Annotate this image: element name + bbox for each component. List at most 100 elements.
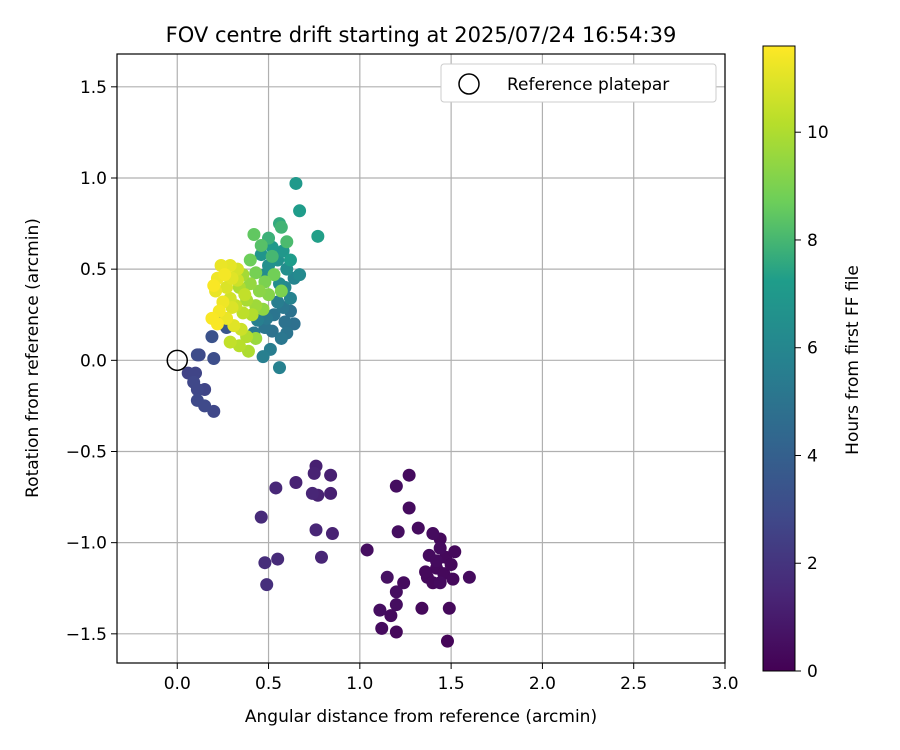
scatter-point — [389, 598, 403, 612]
colorbar-gradient — [762, 45, 796, 672]
scatter-point — [260, 578, 274, 592]
scatter-point — [430, 554, 444, 568]
scatter-point — [433, 576, 447, 590]
scatter-point — [289, 176, 303, 190]
scatter-point — [426, 527, 440, 541]
y-axis-label: Rotation from reference (arcmin) — [23, 218, 43, 498]
reference-platepar-marker — [166, 349, 189, 372]
scatter-point — [325, 527, 339, 541]
scatter-point — [389, 625, 403, 639]
x-axis-ticks: 0.0 0.5 1.0 1.5 2.0 2.5 3.0 — [164, 663, 739, 694]
scatter-point — [280, 235, 294, 249]
scatter-point — [190, 382, 204, 396]
scatter-point — [444, 558, 458, 572]
x-tick-label: 0.0 — [164, 674, 191, 694]
colorbar-label: Hours from first FF file — [843, 265, 863, 455]
scatter-point — [198, 399, 212, 413]
y-tick-label: 0.0 — [80, 351, 107, 371]
scatter-point — [254, 248, 268, 262]
colorbar-tick-label: 4 — [807, 446, 818, 466]
scatter-point — [274, 331, 288, 345]
scatter-point — [278, 315, 292, 329]
scatter-point — [373, 603, 387, 617]
scatter-point — [391, 525, 405, 539]
scatter-point — [324, 468, 338, 482]
scatter-point — [380, 570, 394, 584]
x-tick-label: 2.0 — [529, 674, 556, 694]
scatter-point — [415, 601, 429, 615]
scatter-point — [314, 550, 328, 564]
scatter-point — [442, 601, 456, 615]
colorbar: 0 2 4 6 8 10 Hours from first FF file — [762, 45, 863, 682]
plot-frame — [116, 53, 726, 664]
y-tick-label: 1.5 — [80, 78, 107, 98]
scatter-point — [258, 556, 272, 570]
scatter-point — [271, 552, 285, 566]
scatter-point — [375, 621, 389, 635]
scatter-point — [243, 253, 257, 267]
y-axis-ticks: −1.5 −1.0 −0.5 0.0 0.5 1.0 1.5 — [66, 78, 117, 645]
scatter-point — [252, 284, 266, 298]
colorbar-tick-label: 10 — [807, 123, 829, 143]
scatter-point — [433, 541, 447, 555]
scatter-point — [265, 249, 279, 263]
colorbar-ticks: 0 2 4 6 8 10 — [795, 123, 829, 682]
scatter-point — [402, 501, 416, 515]
scatter-point — [462, 570, 476, 584]
y-tick-label: −1.0 — [66, 534, 107, 554]
scatter-point — [397, 576, 411, 590]
colorbar-tick-label: 6 — [807, 339, 818, 359]
scatter-point — [274, 220, 288, 234]
legend-marker — [458, 73, 480, 95]
scatter-point — [440, 634, 454, 648]
scatter-point — [269, 481, 283, 495]
x-tick-label: 1.5 — [438, 674, 465, 694]
scatter-point — [210, 317, 224, 331]
scatter-point — [254, 510, 268, 524]
grid-lines — [117, 54, 726, 663]
scatter-point — [389, 585, 403, 599]
y-tick-label: 0.5 — [80, 260, 107, 280]
scatter-point — [283, 253, 297, 267]
scatter-point — [271, 295, 285, 309]
scatter-point — [389, 479, 403, 493]
scatter-point — [207, 279, 221, 293]
scatter-point — [207, 352, 221, 365]
scatter-point — [384, 609, 398, 623]
scatter-point — [324, 486, 338, 500]
scatter-point — [190, 348, 204, 362]
scatter-point — [293, 204, 307, 218]
scatter-point — [243, 277, 257, 291]
scatter-point — [411, 521, 425, 535]
chart-title: FOV centre drift starting at 2025/07/24 … — [166, 23, 677, 47]
colorbar-tick-label: 8 — [807, 231, 818, 251]
scatter-point — [247, 228, 261, 242]
scatter-point — [205, 330, 219, 344]
scatter-point — [218, 268, 232, 282]
scatter-point — [402, 468, 416, 482]
x-tick-label: 1.0 — [346, 674, 373, 694]
scatter-point — [448, 545, 462, 559]
scatter-point — [305, 486, 319, 500]
x-axis-label: Angular distance from reference (arcmin) — [245, 707, 597, 727]
colorbar-tick-label: 2 — [807, 554, 818, 574]
scatter-point — [283, 291, 297, 305]
x-tick-label: 0.5 — [255, 674, 282, 694]
scatter-point — [289, 475, 303, 489]
x-tick-label: 3.0 — [711, 674, 738, 694]
x-tick-label: 2.5 — [620, 674, 647, 694]
scatter-point — [446, 572, 460, 586]
scatter-point — [238, 288, 252, 302]
scatter-point — [267, 268, 281, 282]
scatter-point — [360, 543, 374, 557]
y-tick-label: −0.5 — [66, 442, 107, 462]
scatter-point — [256, 350, 270, 364]
scatter-point — [311, 229, 325, 243]
y-tick-label: −1.5 — [66, 625, 107, 645]
scatter-point — [419, 565, 433, 579]
scatter-point — [272, 361, 286, 375]
scatter-point — [293, 268, 307, 282]
legend-box — [440, 63, 717, 103]
legend-entry-reference-platepar: Reference platepar — [507, 75, 669, 95]
